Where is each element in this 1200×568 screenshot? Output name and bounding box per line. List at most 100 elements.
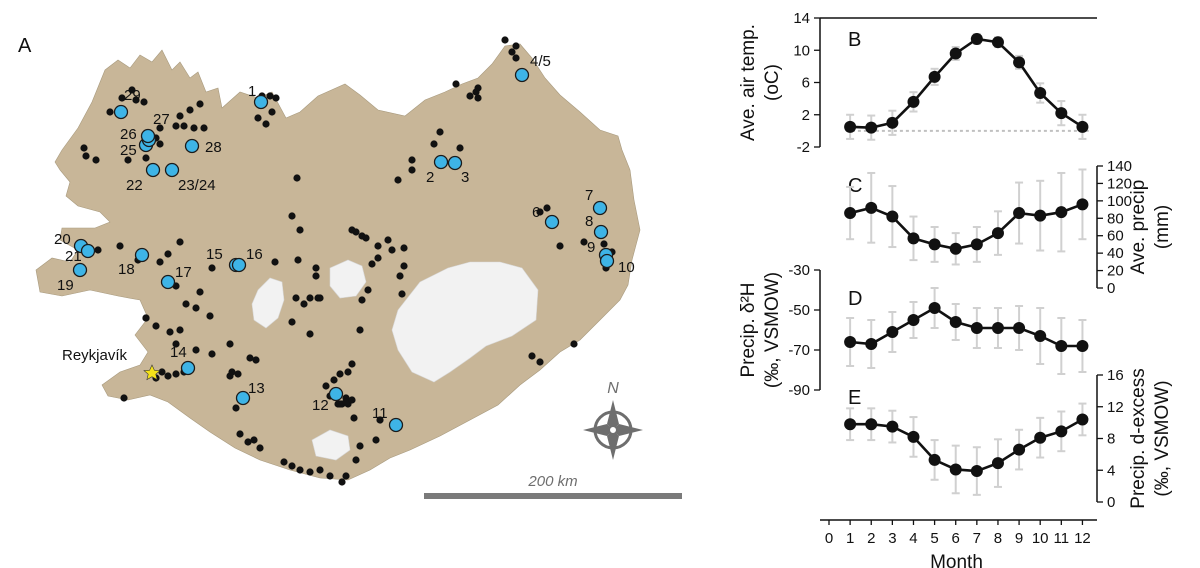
- sample-dot: [118, 94, 126, 102]
- sample-dot: [336, 370, 344, 378]
- sample-dot: [400, 262, 408, 270]
- sample-dot: [172, 370, 180, 378]
- sample-dot: [456, 144, 464, 152]
- sample-dot: [348, 360, 356, 368]
- sample-dot: [196, 100, 204, 108]
- sample-dot: [226, 340, 234, 348]
- site-label-6: 6: [532, 204, 540, 221]
- site-label-20: 20: [54, 231, 71, 248]
- chart-panel-D: D -30 -50 -70 -90 Precip. δ²H (‰, VSMOW): [738, 262, 1089, 399]
- site-label-29: 29: [124, 87, 141, 104]
- y-tick-label-C: 0: [1107, 280, 1115, 297]
- y-tick-label-E: 12: [1107, 399, 1124, 416]
- sample-dot: [396, 272, 404, 280]
- reykjavik-star-icon: [143, 364, 161, 381]
- y-tick-label-C: 100: [1107, 193, 1132, 210]
- site-label-19: 19: [57, 277, 74, 294]
- sample-dot: [466, 92, 474, 100]
- sample-dot: [250, 436, 258, 444]
- sample-dot: [342, 398, 350, 406]
- sample-dot: [350, 414, 358, 422]
- sample-dot: [196, 288, 204, 296]
- data-point: [907, 232, 920, 245]
- sample-dot: [180, 122, 188, 130]
- data-point: [970, 322, 983, 334]
- sample-dot: [252, 356, 260, 364]
- panel-label-E: E: [848, 387, 861, 409]
- y-axis-label-E: Precip. d-excess (‰, VSMOW): [1128, 368, 1173, 508]
- x-tick-label: 4: [909, 530, 917, 547]
- sample-dot: [124, 156, 132, 164]
- y-tick-label-B: 6: [802, 75, 810, 92]
- data-point: [928, 453, 941, 466]
- sample-dot: [356, 326, 364, 334]
- data-point: [865, 418, 878, 431]
- y-axis-label-line: (oC): [762, 64, 783, 101]
- y-tick-label-D: -70: [788, 342, 810, 359]
- data-point: [1055, 340, 1068, 352]
- sample-dot: [348, 396, 356, 404]
- data-point: [1034, 209, 1047, 222]
- sample-dot: [271, 258, 279, 266]
- data-point: [1013, 207, 1026, 220]
- sample-dot: [372, 436, 380, 444]
- sample-dot: [172, 340, 180, 348]
- sample-dot: [232, 404, 240, 412]
- sample-dot: [474, 94, 482, 102]
- sample-dot: [106, 108, 114, 116]
- sample-dot: [408, 156, 416, 164]
- x-tick-label: 6: [952, 530, 960, 547]
- site-label-8: 8: [585, 213, 593, 230]
- y-tick-label-C: 40: [1107, 245, 1124, 262]
- site-marker-12: [328, 386, 344, 402]
- sample-dot: [132, 96, 140, 104]
- data-point: [1076, 340, 1089, 352]
- data-point: [991, 36, 1004, 49]
- y-axis-label-line: (‰, VSMOW): [1152, 380, 1173, 496]
- sample-dot: [362, 234, 370, 242]
- site-marker-17: [160, 274, 176, 290]
- site-marker-27: [140, 128, 156, 144]
- panel-label-D: D: [848, 288, 862, 310]
- study-sites: [72, 67, 615, 433]
- sample-dot: [400, 244, 408, 252]
- sample-dot: [156, 124, 164, 132]
- y-tick-label-C: 80: [1107, 210, 1124, 227]
- chart-panel-B: B 14 10 6 2 -2 Ave. air temp. (oC): [738, 10, 1097, 156]
- x-tick-label: 8: [994, 530, 1002, 547]
- site-label-18: 18: [118, 261, 135, 278]
- sample-dot: [190, 124, 198, 132]
- sample-dot: [388, 246, 396, 254]
- data-point: [907, 430, 920, 443]
- sample-dot: [472, 88, 480, 96]
- site-marker-13: [235, 390, 251, 406]
- sample-dot: [234, 370, 242, 378]
- sample-dot: [156, 140, 164, 148]
- data-point: [949, 47, 962, 60]
- site-marker-10: [599, 253, 615, 269]
- sample-dot: [120, 394, 128, 402]
- data-point: [844, 207, 857, 220]
- y-axis-label-line: (mm): [1152, 205, 1173, 249]
- sample-dot: [192, 304, 200, 312]
- map-panel-label: A: [18, 35, 32, 57]
- glacier-myrdalsjokull: [311, 429, 351, 461]
- sample-dot: [580, 238, 588, 246]
- site-label-15: 15: [206, 246, 223, 263]
- sample-dot: [206, 312, 214, 320]
- glacier-langjokull: [251, 277, 285, 329]
- site-marker-18: [134, 247, 150, 263]
- x-tick-label: 12: [1074, 530, 1091, 547]
- sample-dot: [186, 106, 194, 114]
- site-marker-29: [113, 104, 129, 120]
- site-label-22: 22: [126, 177, 143, 194]
- scale-label: 200 km: [527, 473, 577, 490]
- data-point: [928, 70, 941, 83]
- x-tick-label: 2: [867, 530, 875, 547]
- x-tick-label: 11: [1054, 530, 1070, 547]
- sample-dot: [348, 226, 356, 234]
- y-tick-label-D: -90: [788, 382, 810, 399]
- data-point: [1055, 206, 1068, 219]
